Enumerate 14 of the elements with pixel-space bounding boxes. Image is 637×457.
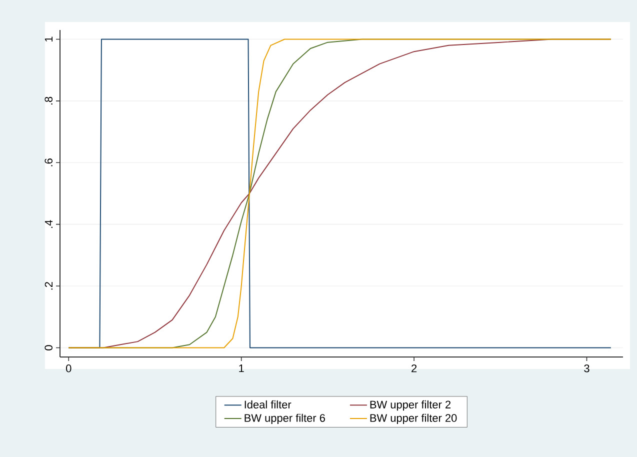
legend-label: BW upper filter 2 [370,400,451,411]
y-tick-label: 0 [44,345,52,350]
legend-label: Ideal filter [244,400,292,408]
x-tick-label: 1 [239,364,244,372]
legend-label: BW upper filter 20 [370,414,457,424]
y-tick-label: .2 [44,282,52,290]
y-tick-label: .4 [44,220,52,228]
y-tick-label: .8 [44,96,52,105]
x-tick-label: 0 [66,364,72,372]
x-tick-label: 3 [584,364,590,372]
y-tick-label: 1 [44,36,52,42]
legend-label: BW upper filter 6 [244,414,325,424]
x-tick-label: 2 [412,364,417,372]
y-tick-label: .6 [44,158,52,166]
